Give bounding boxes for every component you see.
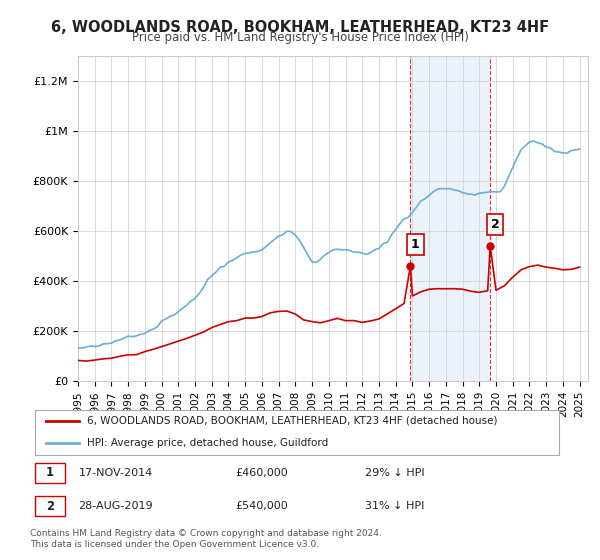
Text: HPI: Average price, detached house, Guildford: HPI: Average price, detached house, Guil… [86, 438, 328, 448]
FancyBboxPatch shape [35, 463, 65, 483]
Text: 31% ↓ HPI: 31% ↓ HPI [365, 501, 424, 511]
Text: £540,000: £540,000 [235, 501, 288, 511]
Text: 1: 1 [46, 466, 54, 479]
Text: Price paid vs. HM Land Registry's House Price Index (HPI): Price paid vs. HM Land Registry's House … [131, 31, 469, 44]
Text: 17-NOV-2014: 17-NOV-2014 [79, 468, 153, 478]
Text: 1: 1 [411, 238, 420, 251]
Bar [410, 56, 490, 381]
FancyBboxPatch shape [35, 410, 559, 455]
Text: £460,000: £460,000 [235, 468, 288, 478]
FancyBboxPatch shape [35, 496, 65, 516]
Text: 2: 2 [46, 500, 54, 512]
Text: 28-AUG-2019: 28-AUG-2019 [79, 501, 153, 511]
Text: 2: 2 [491, 218, 500, 231]
Text: 6, WOODLANDS ROAD, BOOKHAM, LEATHERHEAD, KT23 4HF (detached house): 6, WOODLANDS ROAD, BOOKHAM, LEATHERHEAD,… [86, 416, 497, 426]
Text: 29% ↓ HPI: 29% ↓ HPI [365, 468, 424, 478]
Text: 6, WOODLANDS ROAD, BOOKHAM, LEATHERHEAD, KT23 4HF: 6, WOODLANDS ROAD, BOOKHAM, LEATHERHEAD,… [51, 20, 549, 35]
Text: Contains HM Land Registry data © Crown copyright and database right 2024.
This d: Contains HM Land Registry data © Crown c… [30, 529, 382, 549]
